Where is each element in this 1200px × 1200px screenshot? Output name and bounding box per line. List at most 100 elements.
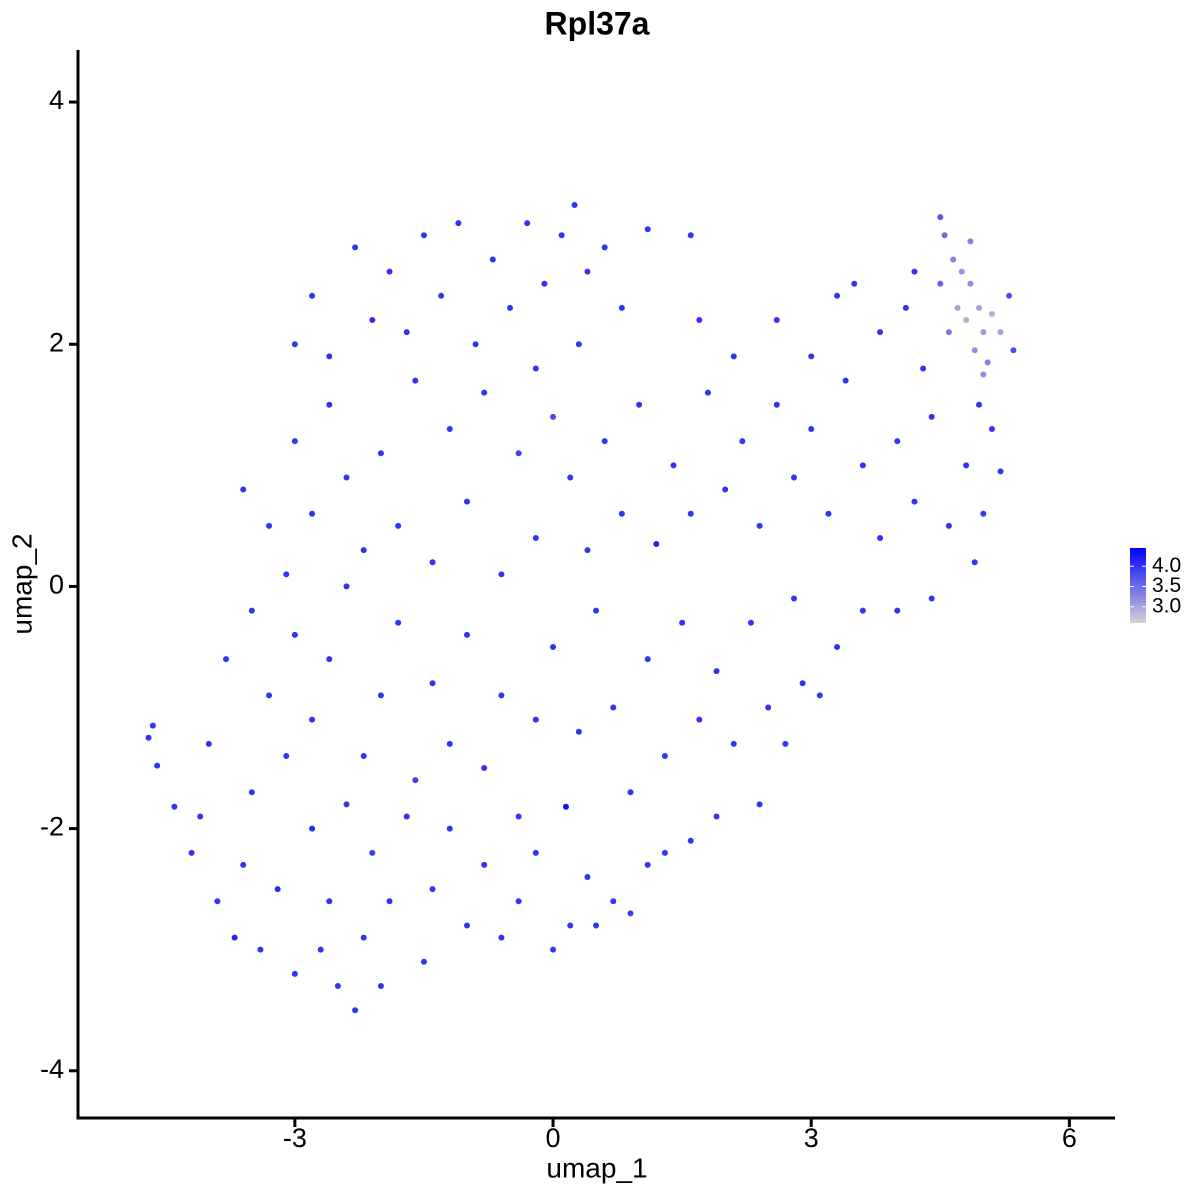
- point: [403, 813, 410, 820]
- point: [145, 734, 152, 741]
- point: [911, 498, 918, 505]
- point: [266, 692, 273, 699]
- point: [610, 898, 617, 905]
- x-tick-label: 6: [1062, 1123, 1077, 1153]
- point: [618, 304, 625, 311]
- point: [584, 874, 591, 881]
- y-tick-label: -2: [40, 812, 64, 842]
- point: [816, 692, 823, 699]
- point: [877, 534, 884, 541]
- point: [636, 401, 643, 408]
- point: [799, 680, 806, 687]
- point: [248, 789, 255, 796]
- point: [446, 740, 453, 747]
- point: [326, 353, 333, 360]
- point: [988, 310, 995, 317]
- point: [360, 752, 367, 759]
- point: [326, 401, 333, 408]
- point: [696, 716, 703, 723]
- point: [756, 801, 763, 808]
- point: [920, 365, 927, 372]
- point: [593, 922, 600, 929]
- point: [558, 232, 565, 239]
- point: [541, 280, 548, 287]
- point: [571, 201, 578, 208]
- point: [326, 898, 333, 905]
- point: [971, 347, 978, 354]
- point: [274, 886, 281, 893]
- point: [352, 244, 359, 251]
- point: [834, 643, 841, 650]
- point: [283, 752, 290, 759]
- point: [808, 353, 815, 360]
- point: [360, 934, 367, 941]
- point: [463, 498, 470, 505]
- point: [291, 631, 298, 638]
- point: [429, 886, 436, 893]
- point: [386, 268, 393, 275]
- point: [644, 656, 651, 663]
- point: [704, 389, 711, 396]
- point: [567, 474, 574, 481]
- point: [515, 813, 522, 820]
- point: [283, 571, 290, 578]
- point: [851, 280, 858, 287]
- point: [687, 510, 694, 517]
- point: [369, 849, 376, 856]
- point: [429, 559, 436, 566]
- point: [584, 547, 591, 554]
- point: [420, 232, 427, 239]
- point: [403, 329, 410, 336]
- point: [446, 426, 453, 433]
- point: [438, 292, 445, 299]
- point: [395, 619, 402, 626]
- point: [472, 341, 479, 348]
- point: [567, 922, 574, 929]
- point: [967, 280, 974, 287]
- point: [877, 329, 884, 336]
- point: [515, 450, 522, 457]
- point: [369, 317, 376, 324]
- point: [967, 238, 974, 245]
- point: [240, 861, 247, 868]
- point: [481, 389, 488, 396]
- point: [937, 280, 944, 287]
- point: [859, 462, 866, 469]
- point: [791, 474, 798, 481]
- point: [980, 371, 987, 378]
- point: [309, 716, 316, 723]
- point: [240, 486, 247, 493]
- point: [618, 510, 625, 517]
- point: [515, 898, 522, 905]
- point: [713, 668, 720, 675]
- point: [412, 377, 419, 384]
- point: [653, 541, 660, 548]
- point: [360, 547, 367, 554]
- point: [550, 643, 557, 650]
- point: [171, 803, 178, 810]
- point: [532, 534, 539, 541]
- point: [988, 426, 995, 433]
- point: [532, 849, 539, 856]
- point: [941, 232, 948, 239]
- point: [343, 583, 350, 590]
- point: [894, 607, 901, 614]
- point: [984, 359, 991, 366]
- point: [291, 970, 298, 977]
- point: [791, 595, 798, 602]
- point: [532, 716, 539, 723]
- point: [997, 468, 1004, 475]
- point: [713, 813, 720, 820]
- point: [747, 619, 754, 626]
- chart-title: Rpl37a: [545, 5, 650, 41]
- point: [976, 304, 983, 311]
- point: [593, 607, 600, 614]
- point: [291, 438, 298, 445]
- point: [420, 958, 427, 965]
- point: [377, 983, 384, 990]
- point: [395, 522, 402, 529]
- point: [149, 722, 156, 729]
- point: [1010, 347, 1017, 354]
- y-tick-label: 4: [49, 85, 64, 115]
- x-tick-label: 0: [546, 1123, 561, 1153]
